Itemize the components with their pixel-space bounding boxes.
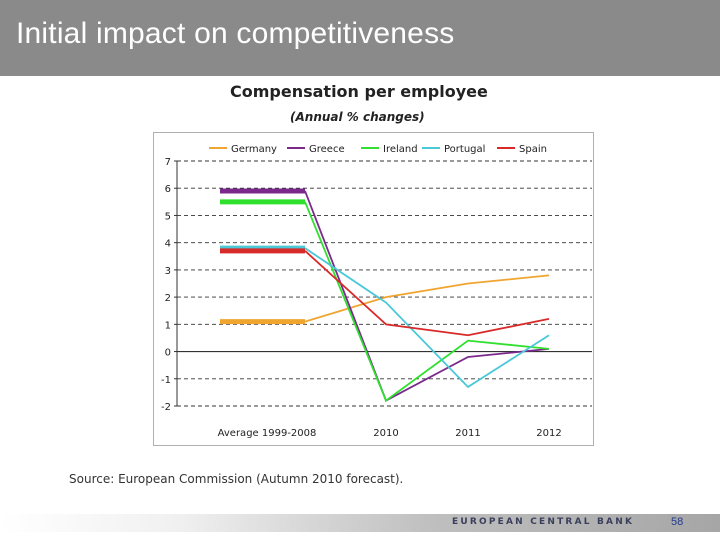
y-tick-label: 1	[165, 320, 171, 331]
y-tick-label: 3	[165, 266, 171, 277]
line-chart: 7 6 5 4 3 2 1 0 -1 -2 Average 1999-2008 2010 2011 201…	[161, 144, 592, 439]
y-tick-label: 5	[165, 211, 171, 222]
series-line	[304, 250, 550, 337]
x-tick-label: 2010	[373, 428, 398, 439]
legend-label: Ireland	[383, 144, 418, 155]
series-line	[304, 190, 550, 402]
y-tick-label: 7	[165, 157, 171, 168]
page-number: 58	[671, 516, 684, 528]
legend-label: Germany	[231, 144, 277, 155]
y-tick-label: 0	[165, 348, 171, 359]
series-line	[304, 201, 550, 402]
legend-label: Portugal	[444, 144, 485, 155]
footer-bar: EUROPEAN CENTRAL BANK 58	[0, 514, 720, 532]
x-tick-label: 2011	[455, 428, 480, 439]
y-tick-label: -2	[161, 402, 171, 413]
legend-label: Greece	[309, 144, 345, 155]
y-tick-label: 2	[165, 293, 171, 304]
series-line	[304, 247, 550, 389]
footer-org: EUROPEAN CENTRAL BANK	[452, 517, 635, 527]
chart-frame: 7 6 5 4 3 2 1 0 -1 -2 Average 1999-2008 2010 2011 201…	[153, 132, 594, 446]
x-tick-label: Average 1999-2008	[218, 428, 317, 439]
chart-subtitle: (Annual % changes)	[290, 110, 425, 124]
legend-label: Spain	[519, 144, 547, 155]
series-line	[304, 274, 550, 323]
y-tick-label: 6	[165, 184, 171, 195]
source-note: Source: European Commission (Autumn 2010…	[69, 472, 404, 486]
chart-title: Compensation per employee	[230, 82, 488, 101]
title-bar: Initial impact on competitiveness	[0, 0, 720, 76]
slide-title: Initial impact on competitiveness	[16, 17, 455, 50]
x-tick-label: 2012	[536, 428, 561, 439]
y-tick-label: -1	[161, 375, 171, 386]
y-tick-label: 4	[165, 239, 171, 250]
